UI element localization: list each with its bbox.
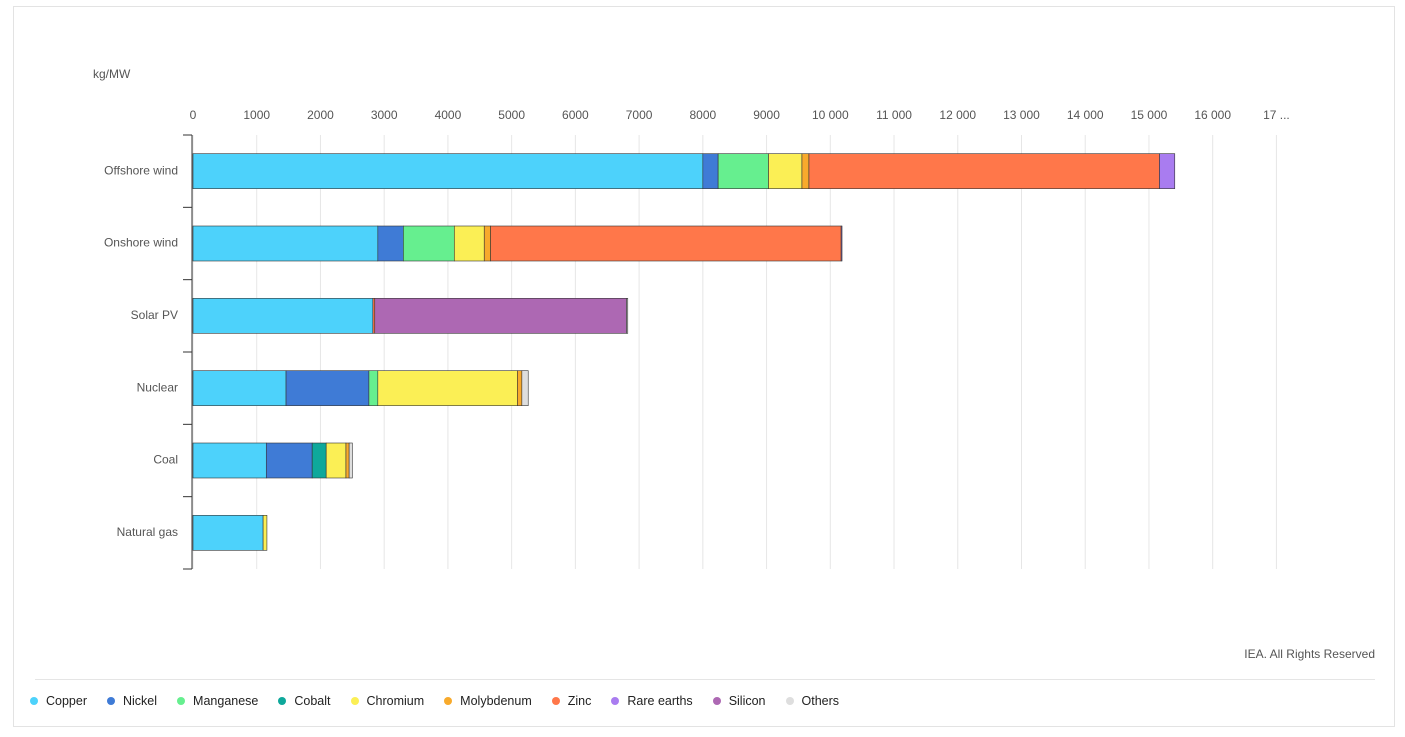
legend-label: Molybdenum (460, 694, 532, 708)
x-tick-label: 13 000 (1003, 108, 1040, 122)
legend-label: Silicon (728, 694, 766, 708)
bar-segment (348, 442, 353, 479)
bar-segment (192, 225, 379, 262)
bar-segment (702, 153, 719, 189)
bar-segment (377, 370, 518, 406)
legend-item[interactable]: Others (785, 694, 840, 708)
x-tick-label: 11 000 (876, 108, 912, 122)
legend: Copper Nickel Manganese Cobalt Chromium Molyb… (30, 694, 839, 708)
bar-segment (517, 370, 523, 406)
y-tick-label: Coal (153, 453, 178, 467)
unit-label: kg/MW (93, 67, 131, 81)
x-tick-label: 3000 (371, 108, 398, 122)
legend-marker (785, 697, 794, 705)
legend-label: Nickel (123, 694, 158, 708)
bar-segment (325, 442, 347, 479)
legend-label: Copper (46, 694, 87, 708)
legend-marker (712, 697, 721, 705)
chart-frame (13, 6, 1395, 727)
x-tick-label: 5000 (498, 108, 525, 122)
bar-segment (192, 370, 287, 406)
y-tick-label: Natural gas (117, 525, 178, 539)
bar-segment (717, 153, 769, 189)
y-tick-label: Onshore wind (104, 236, 178, 250)
legend-label: Chromium (366, 694, 425, 708)
y-tick-label: Solar PV (131, 308, 178, 322)
x-tick-label: 7000 (626, 108, 653, 122)
legend-label: Rare earths (627, 694, 693, 708)
bar-segment (265, 442, 313, 479)
legend-marker (30, 697, 38, 705)
x-tick-label: 9000 (753, 108, 780, 122)
x-tick-label: 15 000 (1131, 108, 1168, 122)
legend-marker (444, 697, 453, 705)
x-tick-label: 8000 (689, 108, 716, 122)
y-tick-label: Nuclear (137, 380, 178, 394)
bar-segment (262, 515, 268, 551)
legend-item[interactable]: Nickel (107, 694, 157, 708)
x-tick-label: 10 000 (812, 108, 849, 122)
y-tick-label: Offshore wind (104, 163, 178, 177)
credits: IEA. All Rights Reserved (1244, 647, 1375, 661)
bar-segment (192, 442, 267, 479)
bar-segment (403, 225, 455, 262)
legend-label: Others (801, 694, 840, 708)
legend-item[interactable]: Cobalt (278, 694, 331, 708)
bar-segment (1159, 153, 1176, 189)
x-tick-label: 17 ... (1263, 108, 1290, 122)
bar-segment (808, 153, 1160, 189)
chart: kg/MW IEA. All Rights Reserved 0 1000 2000… (93, 67, 1375, 661)
bar-segment (490, 225, 842, 262)
x-tick-label: 12 000 (939, 108, 976, 122)
legend-marker (350, 697, 359, 705)
x-tick-label: 16 000 (1194, 108, 1231, 122)
x-tick-label: 2000 (307, 108, 334, 122)
bar-segment (801, 153, 810, 189)
x-tick-label: 4000 (435, 108, 462, 122)
x-tick-label: 0 (190, 108, 197, 122)
legend-item[interactable]: Rare earths (611, 694, 693, 708)
legend-item[interactable]: Molybdenum (444, 694, 532, 708)
legend-marker (278, 697, 287, 705)
legend-item[interactable]: Copper (30, 694, 87, 708)
legend-item[interactable]: Zinc (551, 694, 592, 708)
bar-segment (768, 153, 803, 189)
legend-marker (107, 697, 115, 705)
legend-item[interactable]: Manganese (177, 694, 258, 708)
bar-segment (192, 515, 264, 551)
bar-segment (453, 225, 485, 262)
bar-segment (192, 298, 374, 334)
x-tick-label: 1000 (243, 108, 270, 122)
legend-item[interactable]: Chromium (350, 694, 425, 708)
legend-label: Manganese (193, 694, 259, 708)
bar-segment (483, 225, 491, 262)
bar-segment (840, 225, 843, 262)
bar-segment (368, 370, 379, 406)
legend-item[interactable]: Silicon (712, 694, 766, 708)
bar-segment (192, 153, 704, 189)
bar-segment (626, 298, 629, 334)
bar-segment (285, 370, 370, 406)
legend-label: Cobalt (294, 694, 331, 708)
legend-marker (611, 697, 620, 705)
bar-segment (345, 442, 350, 479)
x-tick-label: 14 000 (1067, 108, 1104, 122)
x-tick-label: 6000 (562, 108, 589, 122)
separator (35, 679, 1375, 680)
legend-marker (551, 697, 560, 705)
bar-segment (377, 225, 404, 262)
legend-label: Zinc (567, 694, 592, 708)
bar-segment (521, 370, 529, 406)
bar-segment (311, 442, 327, 479)
bar-segment (374, 298, 627, 334)
legend-marker (177, 697, 186, 705)
